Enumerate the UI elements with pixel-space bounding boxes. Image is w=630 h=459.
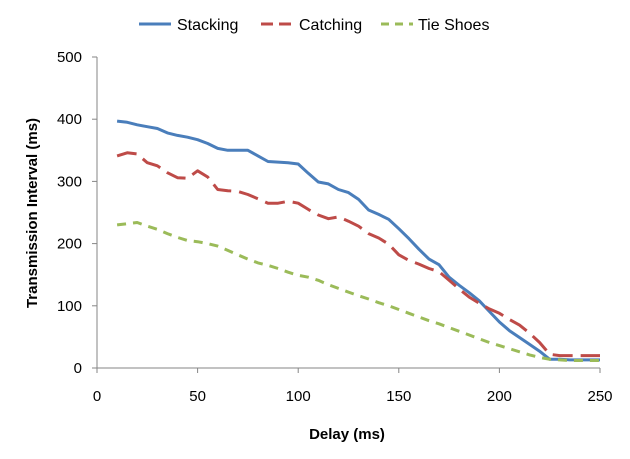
- x-tick-label: 100: [286, 388, 311, 405]
- y-tick-label: 0: [74, 360, 82, 377]
- x-axis: 0 50 100 150 200 250: [93, 367, 613, 405]
- legend-label-catching: Catching: [299, 17, 362, 34]
- x-tick-label: 150: [386, 388, 411, 405]
- y-tick-label: 100: [57, 298, 82, 315]
- x-tick-label: 50: [189, 388, 206, 405]
- series-layer: [116, 119, 600, 362]
- y-tick-label: 200: [57, 236, 82, 253]
- legend: Stacking Catching Tie Shoes: [139, 17, 489, 34]
- y-tick-label: 500: [57, 49, 82, 66]
- x-tick-label: 250: [587, 388, 612, 405]
- x-tick-label: 0: [93, 388, 101, 405]
- series-line-stacking: [116, 119, 600, 362]
- series-line-catching: [116, 151, 600, 358]
- legend-label-stacking: Stacking: [177, 17, 238, 34]
- y-axis: 0 100 200 300 400 500: [57, 49, 98, 377]
- x-tick-label: 200: [487, 388, 512, 405]
- y-axis-title: Transmission Interval (ms): [24, 118, 41, 308]
- series-line-tie-shoes: [116, 221, 600, 362]
- y-tick-label: 400: [57, 111, 82, 128]
- x-axis-title: Delay (ms): [309, 426, 385, 443]
- legend-label-tie-shoes: Tie Shoes: [418, 17, 489, 34]
- y-tick-label: 300: [57, 173, 82, 190]
